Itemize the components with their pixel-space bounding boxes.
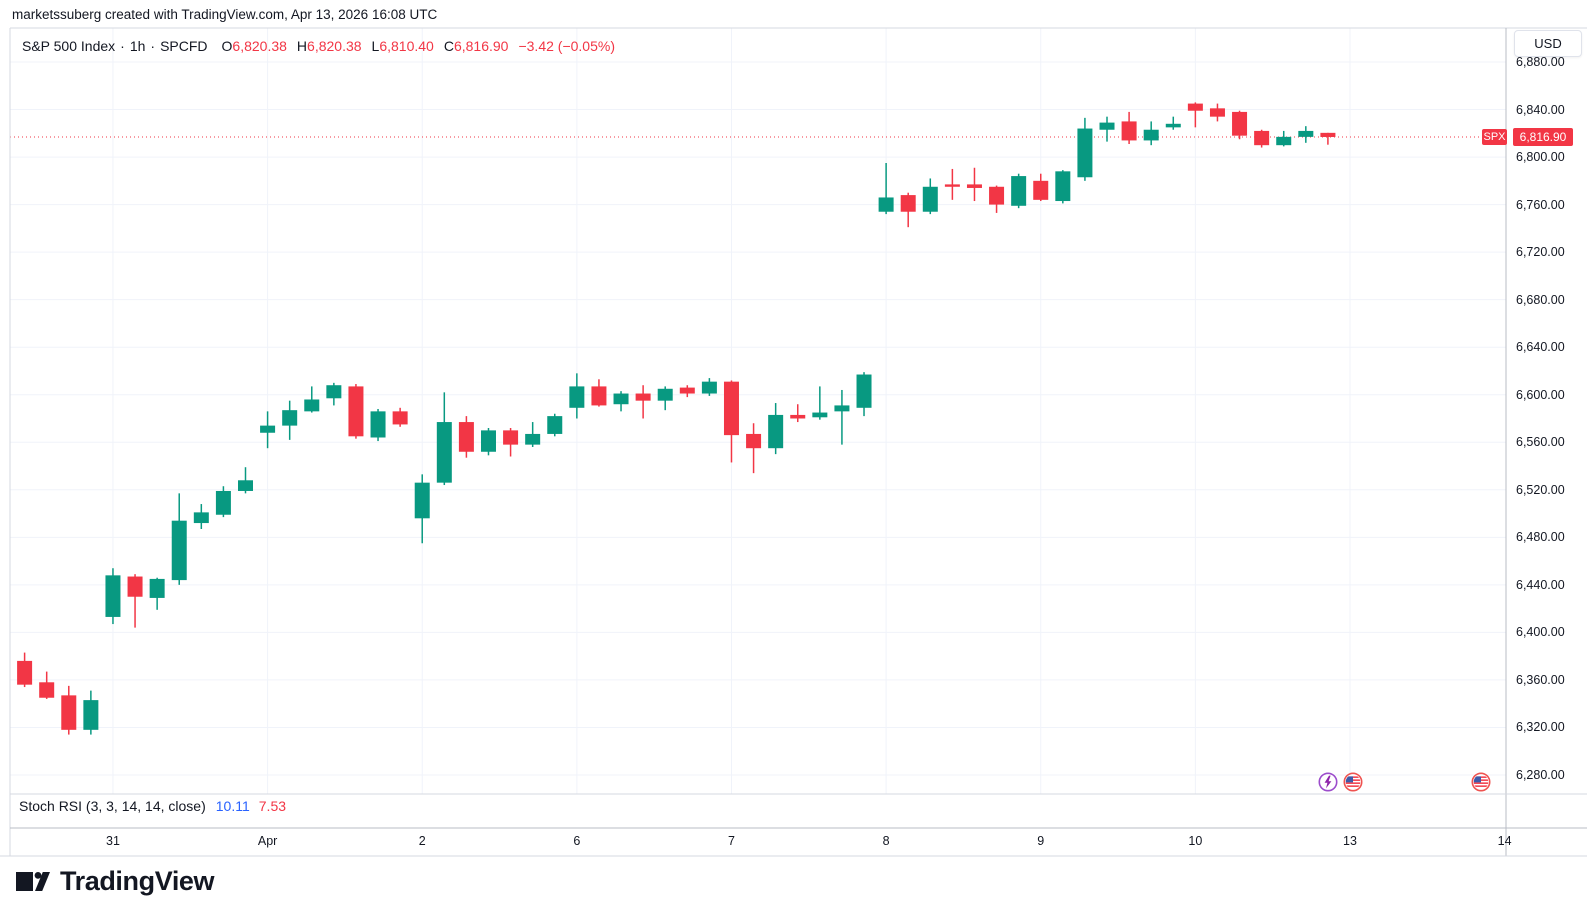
ohlc-pair: H6,820.38 (296, 37, 362, 54)
stoch-d-value: 7.53 (258, 798, 287, 814)
price-tick-label: 6,840.00 (1516, 102, 1565, 117)
price-tick-label: 6,520.00 (1516, 482, 1565, 497)
ohlc-pair: L6,810.40 (371, 37, 434, 54)
price-tick-label: 6,320.00 (1516, 720, 1565, 735)
ohlc-pair: C6,816.90 (443, 37, 509, 54)
interval-label: 1h (129, 37, 146, 54)
price-tick-label: 6,560.00 (1516, 435, 1565, 450)
time-tick-label: 10 (1188, 834, 1203, 848)
time-tick-label: 6 (573, 834, 581, 848)
time-tick-label: 13 (1343, 834, 1357, 848)
event-badge-us-flag[interactable] (1471, 772, 1491, 792)
stoch-rsi-title: Stoch RSI (3, 3, 14, 14, close) (19, 798, 206, 814)
event-badge-lightning[interactable] (1318, 772, 1338, 792)
lightning-icon (1318, 772, 1338, 792)
price-tick-label: 6,400.00 (1516, 625, 1565, 640)
stoch-k-value: 10.11 (215, 798, 250, 814)
us-flag-icon (1343, 772, 1363, 792)
price-tick-label: 6,680.00 (1516, 292, 1565, 307)
symbol-name: S&P 500 Index (22, 37, 116, 54)
price-tick-label: 6,800.00 (1516, 150, 1565, 165)
time-tick-label: Apr (257, 834, 278, 848)
exchange-label: SPCFD (160, 37, 208, 54)
tradingview-logo-mark-icon (16, 872, 50, 891)
legend-separator: · (150, 37, 156, 54)
event-badge-us-flag[interactable] (1343, 772, 1363, 792)
time-tick-label: 2 (418, 834, 426, 848)
price-tick-label: 6,480.00 (1516, 530, 1565, 545)
time-tick-label: 7 (727, 834, 735, 848)
us-flag-icon (1471, 772, 1491, 792)
price-tick-label: 6,280.00 (1516, 767, 1565, 782)
tradingview-logo[interactable]: TradingView (14, 866, 215, 897)
symbol-legend: S&P 500 Index · 1h · SPCFD O6,820.38 H6,8… (22, 37, 615, 54)
time-tick-label: 9 (1037, 834, 1045, 848)
legend-separator: · (120, 37, 125, 54)
symbol-price-flag: SPX (1482, 128, 1507, 145)
price-tick-label: 6,360.00 (1516, 672, 1565, 687)
price-tick-label: 6,760.00 (1516, 197, 1565, 212)
price-tick-label: 6,720.00 (1516, 245, 1565, 260)
price-tick-label: 6,600.00 (1516, 387, 1565, 402)
time-tick-label: 8 (882, 834, 890, 848)
price-tick-label: 6,880.00 (1516, 55, 1565, 69)
change-value: −3.42 (−0.05%) (518, 37, 615, 54)
ohlc-values: O6,820.38 H6,820.38 L6,810.40 C6,816.90 (222, 38, 509, 54)
attribution-text: marketssuberg created with TradingView.c… (12, 6, 438, 22)
current-price-tag: 6,816.90 (1513, 127, 1573, 146)
time-tick-label: 14 (1497, 834, 1512, 848)
price-tick-label: 6,640.00 (1516, 340, 1565, 355)
currency-button[interactable]: USD (1514, 30, 1582, 57)
tradingview-wordmark: TradingView (60, 866, 215, 896)
price-tick-label: 6,440.00 (1516, 577, 1565, 592)
ohlc-pair: O6,820.38 (221, 37, 287, 54)
indicator-legend: Stoch RSI (3, 3, 14, 14, close) 10.11 7.… (19, 798, 286, 814)
time-tick-label: 31 (106, 834, 120, 848)
